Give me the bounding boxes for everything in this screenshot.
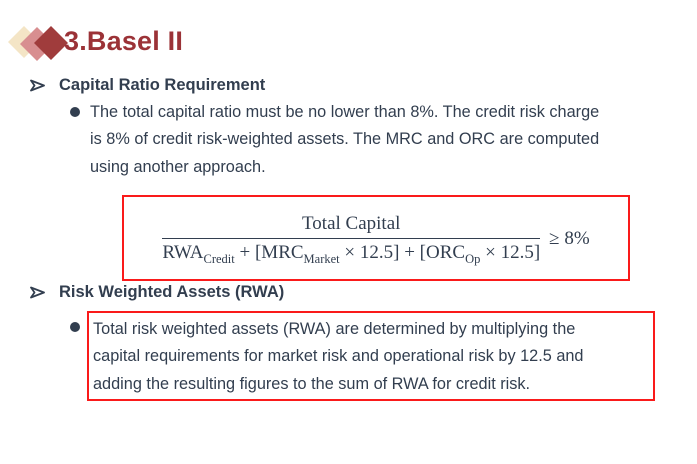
times-factor: × 12.5] — [480, 241, 541, 263]
arrowhead-bullet-icon — [30, 79, 45, 92]
section-heading-label: Risk Weighted Assets (RWA) — [59, 283, 285, 301]
diamonds-logo-icon — [8, 26, 68, 61]
formula-numerator: Total Capital — [302, 212, 401, 234]
paragraph-line: The total capital ratio must be no lower… — [90, 103, 600, 121]
capital-ratio-paragraph: The total capital ratio must be no lower… — [90, 99, 599, 181]
orc-subscript: Op — [465, 251, 481, 266]
round-bullet-icon — [70, 107, 80, 117]
rwa-definition-box: Total risk weighted assets (RWA) are det… — [87, 311, 655, 401]
formula-inequality: ≥ 8% — [549, 228, 590, 249]
mrc-subscript: Market — [303, 251, 340, 266]
orc-term: ORC — [426, 241, 466, 263]
paragraph-line: using another approach. — [90, 157, 266, 176]
paragraph-line: capital requirements for market risk and… — [93, 347, 584, 366]
section-heading-rwa: Risk Weighted Assets (RWA) — [30, 283, 284, 302]
paragraph-line: Total risk weighted assets (RWA) are det… — [93, 320, 576, 338]
capital-ratio-formula-box: Total Capital RWACredit + [MRCMarket × 1… — [122, 195, 630, 281]
paragraph-line: adding the resulting figures to the sum … — [93, 374, 531, 393]
plus-operator: + [ — [234, 241, 262, 263]
section-heading-label: Capital Ratio Requirement — [59, 76, 266, 94]
formula-denominator: RWACredit + [MRCMarket × 12.5] + [ORCOp … — [162, 239, 541, 266]
paragraph-line: is 8% of credit risk-weighted assets. Th… — [90, 130, 600, 149]
rwa-term: RWA — [162, 241, 204, 263]
formula-fraction: Total Capital RWACredit + [MRCMarket × 1… — [162, 212, 541, 266]
round-bullet-icon — [70, 322, 80, 332]
times-factor: × 12.5] + [ — [339, 241, 426, 263]
fraction-bar — [162, 237, 541, 239]
arrowhead-bullet-icon — [30, 286, 45, 299]
mrc-term: MRC — [261, 241, 304, 263]
section-heading-capital-ratio: Capital Ratio Requirement — [30, 76, 265, 95]
page-title: 3.Basel II — [64, 26, 184, 56]
rwa-subscript: Credit — [203, 251, 235, 266]
